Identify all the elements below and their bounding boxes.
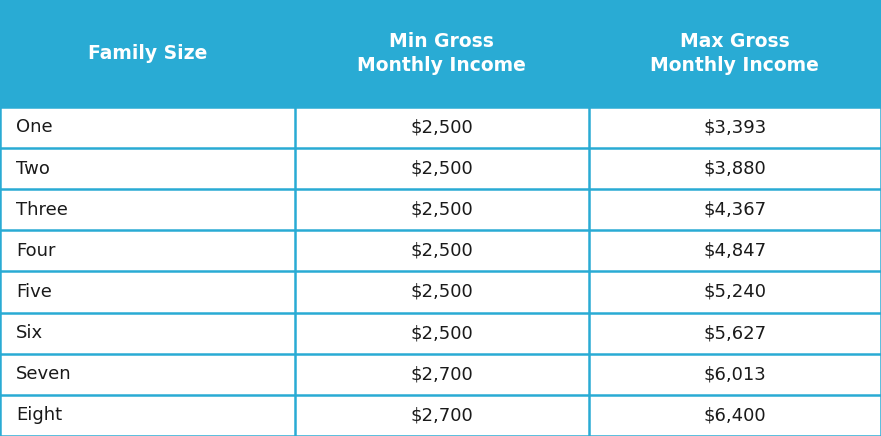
Bar	[589, 148, 881, 189]
Text: $2,500: $2,500	[411, 283, 473, 301]
Text: $2,500: $2,500	[411, 242, 473, 260]
Text: $5,240: $5,240	[703, 283, 766, 301]
Text: $2,700: $2,700	[411, 365, 473, 383]
Text: $2,500: $2,500	[411, 324, 473, 342]
Bar	[589, 354, 881, 395]
Text: Min Gross
Monthly Income: Min Gross Monthly Income	[358, 32, 526, 75]
Text: $6,013: $6,013	[703, 365, 766, 383]
Text: Eight: Eight	[16, 406, 62, 424]
Bar	[0, 230, 295, 271]
Bar	[0, 0, 295, 107]
Bar	[589, 107, 881, 148]
Text: Three: Three	[16, 201, 68, 219]
Text: $5,627: $5,627	[703, 324, 766, 342]
Bar	[0, 313, 295, 354]
Bar	[295, 189, 589, 230]
Text: $4,847: $4,847	[703, 242, 766, 260]
Bar	[0, 189, 295, 230]
Bar	[589, 189, 881, 230]
Bar	[589, 0, 881, 107]
Text: $4,367: $4,367	[703, 201, 766, 219]
Text: $6,400: $6,400	[703, 406, 766, 424]
Bar	[0, 107, 295, 148]
Bar	[589, 271, 881, 313]
Bar	[295, 230, 589, 271]
Text: $2,700: $2,700	[411, 406, 473, 424]
Bar	[0, 354, 295, 395]
Bar	[295, 354, 589, 395]
Bar	[589, 230, 881, 271]
Bar	[589, 313, 881, 354]
Text: One: One	[16, 119, 53, 136]
Bar	[295, 148, 589, 189]
Text: Four: Four	[16, 242, 56, 260]
Bar	[295, 0, 589, 107]
Bar	[295, 395, 589, 436]
Text: Max Gross
Monthly Income: Max Gross Monthly Income	[650, 32, 819, 75]
Bar	[0, 271, 295, 313]
Text: $3,880: $3,880	[703, 160, 766, 177]
Text: Family Size: Family Size	[88, 44, 207, 63]
Text: $2,500: $2,500	[411, 160, 473, 177]
Bar	[295, 313, 589, 354]
Bar	[295, 107, 589, 148]
Text: $2,500: $2,500	[411, 201, 473, 219]
Text: $2,500: $2,500	[411, 119, 473, 136]
Text: $3,393: $3,393	[703, 119, 766, 136]
Bar	[0, 148, 295, 189]
Text: Five: Five	[16, 283, 52, 301]
Text: Six: Six	[16, 324, 43, 342]
Bar	[0, 395, 295, 436]
Text: Two: Two	[16, 160, 49, 177]
Text: Seven: Seven	[16, 365, 71, 383]
Bar	[589, 395, 881, 436]
Bar	[295, 271, 589, 313]
